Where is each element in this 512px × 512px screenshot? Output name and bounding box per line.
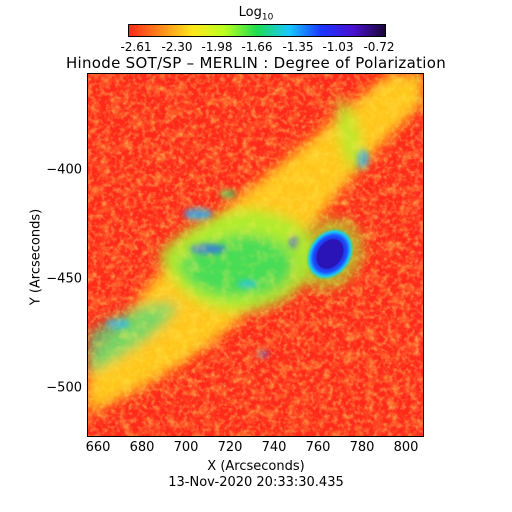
colorbar-tick: -0.72	[363, 40, 395, 54]
colorbar-tick: -2.61	[120, 40, 152, 54]
x-tick-label: 800	[393, 440, 419, 455]
y-axis-label: Y (Arcseconds)	[28, 208, 44, 306]
y-tick-label: −450	[46, 271, 82, 287]
sunspot	[295, 217, 365, 291]
y-tick-label: −400	[46, 162, 82, 178]
colorbar-tick: -2.30	[161, 40, 193, 54]
image-title: Hinode SOT/SP – MERLIN : Degree of Polar…	[65, 54, 447, 72]
colorbar-tick: -1.98	[201, 40, 233, 54]
observation-timestamp: 13-Nov-2020 20:33:30.435	[168, 475, 344, 490]
x-tick-label: 720	[217, 440, 243, 455]
x-axis-label: X (Arcseconds)	[207, 459, 305, 474]
colorbar	[128, 24, 386, 37]
x-tick-label: 700	[173, 440, 199, 455]
colorbar-tick: -1.03	[322, 40, 354, 54]
x-tick-label: 660	[85, 440, 111, 455]
y-tick-label: −500	[46, 380, 82, 396]
x-tick-label: 780	[349, 440, 375, 455]
colorbar-tick: -1.66	[241, 40, 273, 54]
polarization-map	[87, 73, 424, 437]
x-tick-label: 680	[129, 440, 155, 455]
colorbar-label: Log10	[238, 5, 274, 23]
colorbar-tick: -1.35	[282, 40, 314, 54]
x-tick-label: 760	[305, 440, 331, 455]
x-tick-label: 740	[261, 440, 287, 455]
